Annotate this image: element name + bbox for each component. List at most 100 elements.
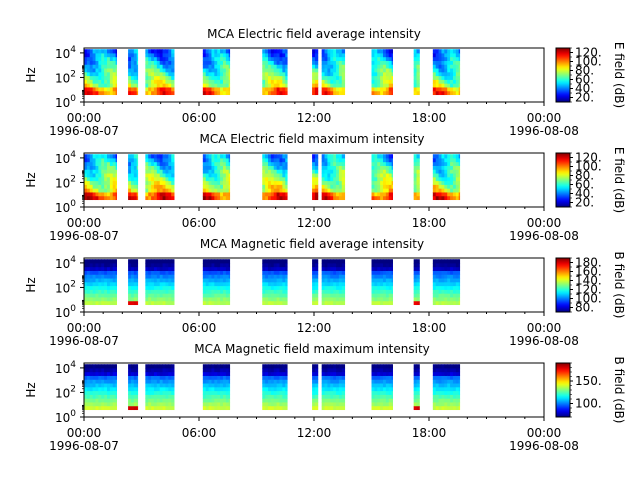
- spectrogram-cell: [458, 266, 461, 271]
- spectrogram-cell: [452, 371, 457, 376]
- spectrogram-cell: [377, 297, 381, 302]
- spectrogram-cell: [228, 165, 231, 170]
- spectrogram-cell: [388, 169, 393, 174]
- spectrogram-cell: [333, 195, 337, 201]
- spectrogram-cell: [265, 83, 269, 88]
- spectrogram-cell: [380, 79, 384, 84]
- spectrogram-cell: [327, 87, 331, 92]
- spectrogram-cell: [338, 289, 343, 294]
- spectrogram-cell: [435, 49, 439, 54]
- spectrogram-cell: [156, 49, 161, 54]
- spectrogram-cell: [89, 68, 94, 73]
- spectrogram-cell: [380, 87, 384, 92]
- spectrogram-cell: [385, 285, 390, 290]
- data-block: [202, 259, 231, 306]
- spectrogram-cell: [385, 53, 390, 58]
- spectrogram-cell: [101, 266, 105, 271]
- spectrogram-cell: [391, 270, 393, 275]
- spectrogram-cell: [458, 180, 461, 185]
- spectrogram-cell: [115, 71, 117, 77]
- spectrogram-cell: [95, 68, 99, 73]
- spectrogram-cell: [321, 364, 325, 369]
- spectrogram-cell: [145, 188, 149, 193]
- spectrogram-cell: [447, 270, 451, 275]
- spectrogram-cell: [128, 184, 132, 189]
- spectrogram-cell: [148, 53, 152, 58]
- spectrogram-cell: [413, 53, 417, 58]
- spectrogram-cell: [222, 390, 227, 395]
- spectrogram-cell: [333, 71, 337, 77]
- spectrogram-cell: [202, 64, 207, 69]
- spectrogram-cell: [383, 169, 387, 174]
- spectrogram-cell: [145, 83, 149, 88]
- spectrogram-cell: [285, 297, 288, 302]
- spectrogram-cell: [333, 375, 337, 380]
- spectrogram-cell: [148, 60, 152, 65]
- spectrogram-cell: [145, 293, 149, 298]
- spectrogram-cell: [214, 263, 218, 268]
- spectrogram-cell: [107, 270, 111, 275]
- spectrogram-cell: [447, 71, 451, 77]
- spectrogram-cell: [262, 195, 266, 201]
- spectrogram-cell: [148, 154, 152, 159]
- spectrogram-cell: [220, 176, 224, 182]
- colorbar: [555, 257, 571, 313]
- spectrogram-cell: [262, 56, 266, 61]
- spectrogram-cell: [165, 188, 169, 193]
- spectrogram-cell: [84, 263, 88, 268]
- spectrogram-cell: [168, 289, 172, 294]
- spectrogram-cell: [151, 154, 155, 159]
- spectrogram-cell: [282, 386, 286, 392]
- spectrogram-cell: [282, 49, 286, 54]
- spectrogram-cell: [279, 68, 283, 73]
- spectrogram-cell: [112, 176, 117, 182]
- spectrogram-cell: [273, 266, 278, 271]
- spectrogram-cell: [145, 161, 149, 166]
- spectrogram-cell: [374, 83, 378, 88]
- spectrogram-cell: [145, 176, 149, 182]
- spectrogram-cell: [374, 386, 378, 392]
- spectrogram-cell: [391, 188, 393, 193]
- spectrogram-cell: [279, 165, 283, 170]
- spectrogram-cell: [205, 405, 209, 411]
- spectrogram-cell: [279, 195, 283, 201]
- spectrogram-cell: [338, 173, 343, 178]
- spectrogram-cell: [159, 64, 163, 69]
- spectrogram-cell: [115, 383, 117, 388]
- y-axis-label: Hz: [24, 172, 38, 187]
- spectrogram-cell: [333, 383, 337, 388]
- spectrogram-cell: [208, 289, 212, 294]
- spectrogram-cell: [273, 379, 278, 384]
- spectrogram-cell: [145, 158, 149, 163]
- spectrogram-cell: [413, 405, 417, 411]
- spectrogram-cell: [95, 56, 99, 61]
- spectrogram-cell: [107, 56, 111, 61]
- spectrogram-cell: [112, 263, 117, 268]
- spectrogram-cell: [321, 195, 325, 201]
- spectrogram-cell: [228, 379, 231, 384]
- spectrogram-cell: [435, 371, 439, 376]
- spectrogram-cell: [333, 274, 337, 279]
- spectrogram-cell: [86, 270, 91, 275]
- spectrogram-cell: [89, 161, 94, 166]
- spectrogram-cell: [441, 180, 445, 185]
- spectrogram-cell: [377, 90, 381, 96]
- spectrogram-cell: [208, 405, 212, 411]
- spectrogram-cell: [98, 64, 102, 69]
- spectrogram-cell: [444, 270, 448, 275]
- spectrogram-cell: [282, 60, 286, 65]
- spectrogram-cell: [136, 368, 139, 373]
- spectrogram-cell: [330, 402, 334, 407]
- spectrogram-cell: [220, 390, 224, 395]
- spectrogram-cell: [101, 379, 105, 384]
- spectrogram-cell: [279, 371, 283, 376]
- spectrogram-cell: [101, 195, 105, 201]
- spectrogram-cell: [458, 293, 461, 298]
- spectrogram-cell: [205, 293, 209, 298]
- spectrogram-cell: [208, 154, 212, 159]
- spectrogram-cell: [202, 184, 207, 189]
- chart-panel-2: MCA Electric field maximum intensityHz10…: [24, 132, 626, 243]
- spectrogram-cell: [438, 53, 442, 58]
- y-tick-label: 102: [55, 69, 76, 85]
- spectrogram-cell: [109, 375, 114, 380]
